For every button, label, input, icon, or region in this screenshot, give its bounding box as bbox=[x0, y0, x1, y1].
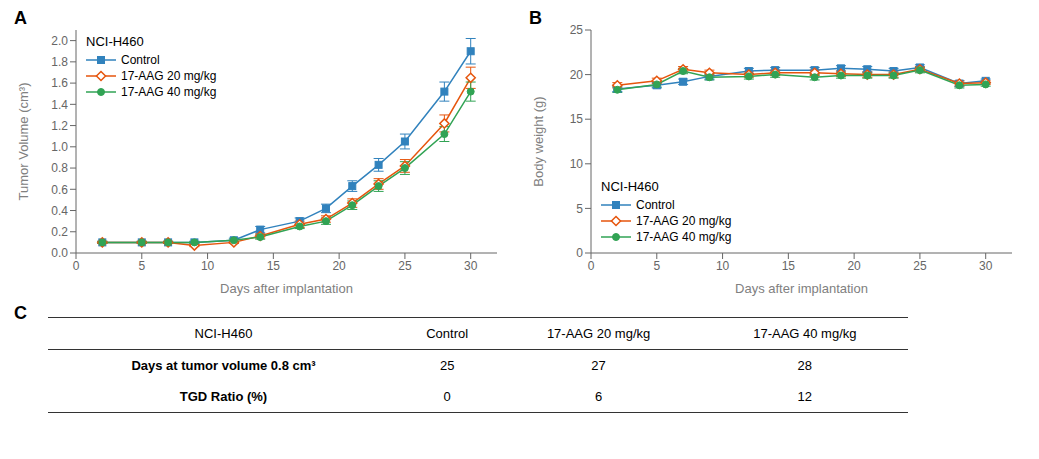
svg-text:5: 5 bbox=[138, 259, 145, 273]
svg-text:10: 10 bbox=[716, 259, 730, 273]
svg-text:5: 5 bbox=[576, 202, 583, 216]
svg-text:1.2: 1.2 bbox=[51, 119, 68, 133]
svg-text:25: 25 bbox=[913, 259, 927, 273]
html-text:17-AAG 20 mg/kg: 17-AAG 20 mg/kg bbox=[546, 326, 651, 341]
svg-text:25: 25 bbox=[398, 259, 412, 273]
html-text:17-AAG 40 mg/kg: 17-AAG 40 mg/kg bbox=[636, 230, 732, 244]
svg-text:0: 0 bbox=[73, 259, 80, 273]
html-text:0: 0 bbox=[443, 389, 451, 404]
html-text:C: C bbox=[14, 303, 27, 323]
html-text:A: A bbox=[14, 8, 27, 28]
svg-text:Days after implantation: Days after implantation bbox=[735, 281, 868, 296]
svg-text:20: 20 bbox=[570, 68, 584, 82]
svg-text:0.8: 0.8 bbox=[51, 161, 68, 175]
html-text:NCI-H460: NCI-H460 bbox=[86, 34, 144, 49]
html-text:B: B bbox=[529, 8, 542, 28]
html-text:12: 12 bbox=[797, 389, 813, 404]
svg-text:30: 30 bbox=[464, 259, 478, 273]
svg-text:10: 10 bbox=[201, 259, 215, 273]
svg-text:0.6: 0.6 bbox=[51, 183, 68, 197]
svg-text:5: 5 bbox=[653, 259, 660, 273]
svg-text:15: 15 bbox=[267, 259, 281, 273]
svg-text:30: 30 bbox=[979, 259, 993, 273]
html-text:TGD Ratio (%): TGD Ratio (%) bbox=[179, 389, 268, 404]
svg-text:2.0: 2.0 bbox=[51, 34, 68, 48]
html-text:17-AAG 40 mg/kg: 17-AAG 40 mg/kg bbox=[753, 326, 857, 341]
html-text:NCI-H460: NCI-H460 bbox=[194, 326, 253, 341]
svg-text:1.4: 1.4 bbox=[51, 98, 68, 112]
svg-text:0.0: 0.0 bbox=[51, 246, 68, 260]
html-text:Control: Control bbox=[636, 198, 675, 212]
svg-text:0: 0 bbox=[588, 259, 595, 273]
svg-text:Body weight (g): Body weight (g) bbox=[531, 96, 546, 186]
svg-text:0.4: 0.4 bbox=[51, 204, 68, 218]
svg-text:Tumor Volume (cm³): Tumor Volume (cm³) bbox=[16, 83, 31, 201]
svg-text:15: 15 bbox=[570, 112, 584, 126]
html-text:17-AAG 40 mg/kg: 17-AAG 40 mg/kg bbox=[121, 85, 217, 99]
svg-text:15: 15 bbox=[782, 259, 796, 273]
html-text:25: 25 bbox=[440, 358, 455, 373]
html-text:Control: Control bbox=[121, 53, 160, 67]
html-text:17-AAG 20 mg/kg: 17-AAG 20 mg/kg bbox=[121, 69, 217, 83]
html-text:Control: Control bbox=[426, 326, 469, 341]
html-text:6: 6 bbox=[594, 389, 603, 404]
svg-text:1.8: 1.8 bbox=[51, 55, 68, 69]
html-text:NCI-H460: NCI-H460 bbox=[601, 179, 659, 194]
html-text:28: 28 bbox=[797, 358, 813, 373]
html-text:27: 27 bbox=[591, 358, 606, 373]
svg-text:20: 20 bbox=[332, 259, 346, 273]
svg-text:1.0: 1.0 bbox=[51, 140, 68, 154]
svg-text:0.2: 0.2 bbox=[51, 225, 68, 239]
svg-text:20: 20 bbox=[847, 259, 861, 273]
svg-text:10: 10 bbox=[570, 157, 584, 171]
svg-text:0: 0 bbox=[576, 246, 583, 260]
svg-text:1.6: 1.6 bbox=[51, 76, 68, 90]
svg-text:Days after implantation: Days after implantation bbox=[220, 281, 353, 296]
html-text:17-AAG 20 mg/kg: 17-AAG 20 mg/kg bbox=[636, 214, 732, 228]
svg-text:25: 25 bbox=[570, 23, 584, 37]
html-text:Days at tumor volume 0.8 cm³: Days at tumor volume 0.8 cm³ bbox=[131, 358, 316, 373]
